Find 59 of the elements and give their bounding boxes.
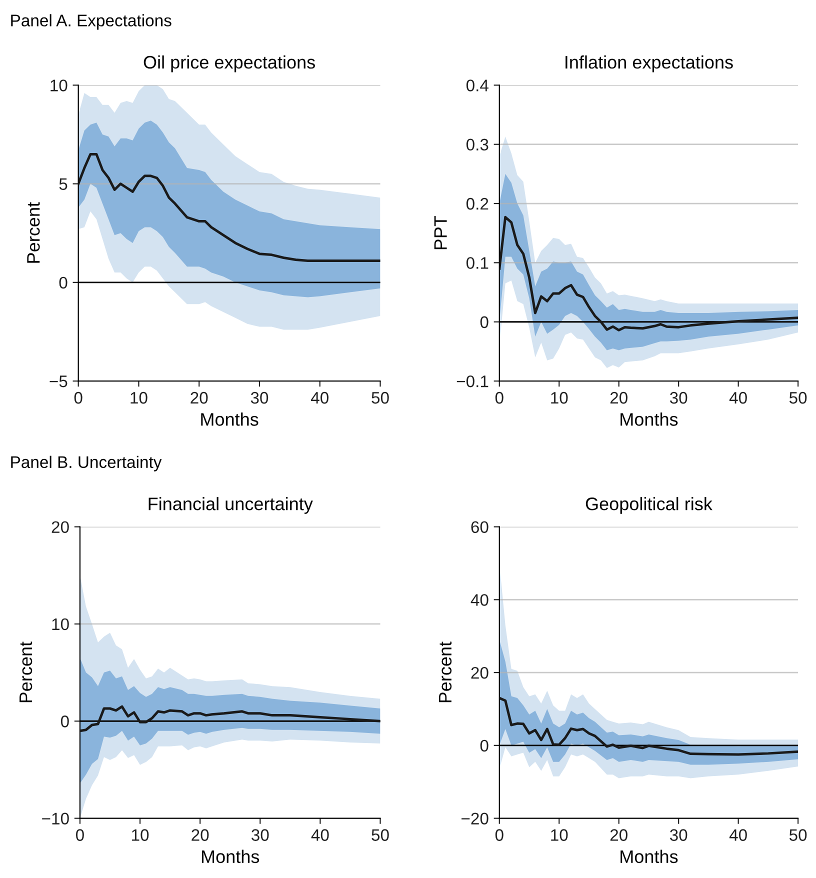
- x-tick-label: 10: [132, 829, 149, 841]
- x-tick-label: 20: [190, 392, 208, 404]
- text: Panel B. Uncertainty: [11, 456, 162, 472]
- x-tick-label: 10: [130, 392, 148, 404]
- x-tick-label: 40: [729, 829, 747, 841]
- x-axis-title: Months: [620, 850, 678, 864]
- chart-title: Oil price expectations: [144, 55, 315, 72]
- x-tick-label: 0: [76, 829, 84, 841]
- x-tick-label: 40: [310, 392, 328, 404]
- y-tick-label: 0: [59, 276, 68, 289]
- x-tick-label: 20: [610, 392, 628, 404]
- y-tick-label: 10: [50, 80, 68, 92]
- x-tick-label: 10: [551, 829, 568, 841]
- y-tick-label: −10: [42, 812, 69, 824]
- y-tick-label: 0.2: [466, 198, 488, 210]
- x-tick-label: 40: [311, 829, 329, 841]
- x-tick-label: 30: [250, 392, 268, 404]
- y-tick-label: 10: [52, 618, 69, 630]
- y-tick-label: 20: [471, 666, 488, 679]
- x-tick-label: 20: [610, 829, 628, 841]
- x-tick-label: 50: [372, 829, 389, 841]
- line-series: [80, 705, 380, 732]
- y-axis-title: Percent: [438, 642, 452, 702]
- x-tick-label: 30: [252, 829, 269, 841]
- line-series: [499, 696, 798, 756]
- x-axis-title: Months: [620, 412, 678, 426]
- x-tick-label: 50: [789, 829, 807, 841]
- y-tick-label: −20: [462, 812, 488, 824]
- x-tick-label: 50: [372, 392, 389, 404]
- x-tick-label: 50: [789, 392, 807, 404]
- y-tick-label: 60: [471, 521, 488, 534]
- chart-title: Inflation expectations: [566, 55, 733, 72]
- x-axis-title: Months: [201, 412, 258, 426]
- y-tick-label: −0.1: [456, 375, 488, 388]
- x-tick-label: 0: [74, 392, 82, 404]
- y-axis-title: PPT: [434, 216, 447, 250]
- y-tick-label: 0: [60, 716, 69, 728]
- chart-title: Financial uncertainty: [148, 497, 313, 514]
- x-tick-label: 0: [495, 829, 504, 841]
- y-tick-label: 0.3: [466, 138, 488, 151]
- y-tick-label: 5: [59, 178, 68, 190]
- y-axis-title: Percent: [20, 642, 32, 702]
- y-tick-label: 0.4: [466, 80, 488, 92]
- x-tick-label: 10: [551, 392, 568, 404]
- y-tick-label: 0.1: [466, 257, 488, 269]
- y-tick-label: −5: [50, 376, 68, 388]
- y-tick-label: 20: [52, 521, 69, 534]
- x-tick-label: 20: [192, 829, 209, 841]
- x-tick-label: 30: [670, 829, 688, 841]
- x-axis-title: Months: [202, 850, 260, 864]
- x-tick-label: 0: [495, 392, 504, 404]
- y-tick-label: 0: [480, 740, 488, 752]
- chart-title: Geopolitical risk: [586, 497, 712, 514]
- y-tick-label: 40: [470, 594, 488, 606]
- x-tick-label: 30: [670, 392, 688, 404]
- y-axis-title: Percent: [27, 202, 40, 263]
- y-tick-label: 0: [480, 316, 488, 328]
- text: Panel A. Expectations: [11, 14, 172, 30]
- x-tick-label: 40: [729, 392, 747, 404]
